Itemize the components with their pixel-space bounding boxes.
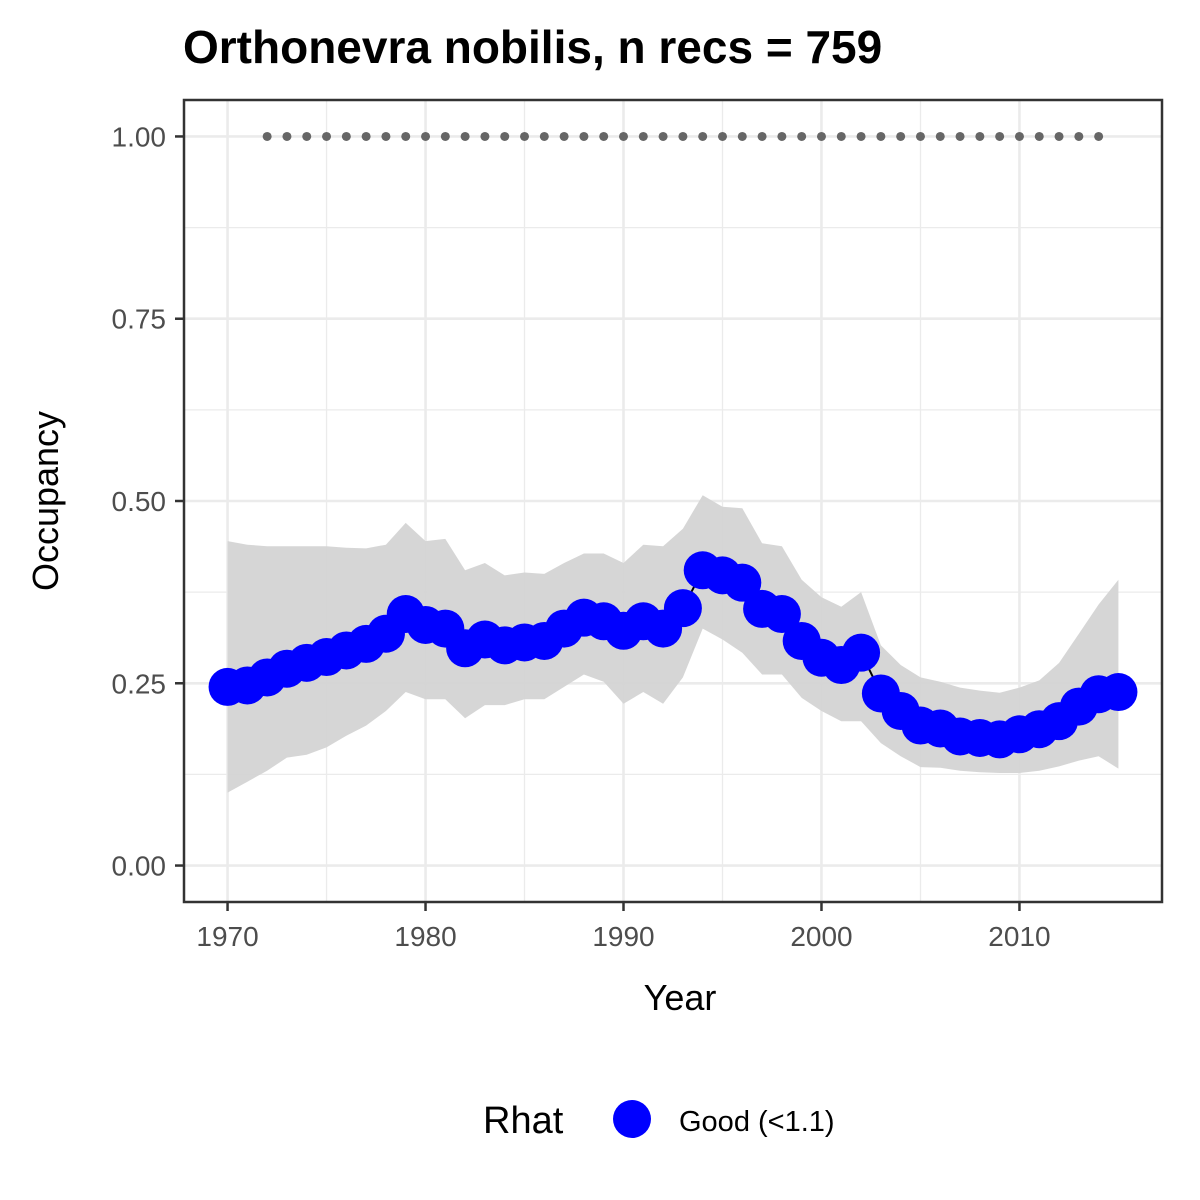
record-dot <box>836 131 846 141</box>
record-dot <box>856 131 866 141</box>
y-tick-label: 0.25 <box>112 668 167 699</box>
record-dot <box>876 131 886 141</box>
gridlines <box>184 100 1162 902</box>
y-axis: 0.00 0.25 0.50 0.75 1.00 <box>112 121 184 882</box>
record-dot <box>1014 131 1024 141</box>
y-axis-title: Occupancy <box>25 411 66 591</box>
x-tick-label: 2000 <box>790 921 852 952</box>
record-dot <box>440 131 450 141</box>
record-dot <box>1034 131 1044 141</box>
record-dot <box>698 131 708 141</box>
record-dot <box>619 131 629 141</box>
x-axis-title: Year <box>644 977 717 1018</box>
record-dot <box>262 131 272 141</box>
record-dot <box>539 131 549 141</box>
record-dot <box>896 131 906 141</box>
record-dot <box>717 131 727 141</box>
record-dot <box>599 131 609 141</box>
chart-title: Orthonevra nobilis, n recs = 759 <box>183 21 882 73</box>
x-tick-label: 1970 <box>196 921 258 952</box>
record-dot <box>975 131 985 141</box>
occupancy-point <box>842 633 881 672</box>
record-dot <box>401 131 411 141</box>
record-dot <box>777 131 787 141</box>
record-dot <box>421 131 431 141</box>
record-dot <box>935 131 945 141</box>
record-dot <box>757 131 767 141</box>
legend: Rhat Good (<1.1) <box>483 1100 835 1142</box>
record-dot <box>995 131 1005 141</box>
record-dot <box>460 131 470 141</box>
record-dots-layer <box>262 131 1104 141</box>
record-dot <box>915 131 925 141</box>
record-dot <box>559 131 569 141</box>
record-dot <box>282 131 292 141</box>
record-dot <box>797 131 807 141</box>
record-dot <box>1074 131 1084 141</box>
occupancy-point <box>762 595 801 634</box>
x-tick-label: 2010 <box>988 921 1050 952</box>
record-dot <box>1094 131 1104 141</box>
record-dot <box>520 131 530 141</box>
record-dot <box>322 131 332 141</box>
record-dot <box>816 131 826 141</box>
legend-key-good <box>613 1100 651 1138</box>
record-dot <box>638 131 648 141</box>
record-dot <box>1054 131 1064 141</box>
record-dot <box>381 131 391 141</box>
record-dot <box>341 131 351 141</box>
record-dot <box>500 131 510 141</box>
legend-title: Rhat <box>483 1100 564 1142</box>
x-tick-label: 1980 <box>394 921 456 952</box>
record-dot <box>658 131 668 141</box>
x-tick-label: 1990 <box>592 921 654 952</box>
occupancy-point <box>723 563 762 602</box>
y-tick-label: 0.00 <box>112 851 167 882</box>
occupancy-point <box>1099 673 1138 712</box>
y-tick-label: 0.75 <box>112 304 167 335</box>
legend-label-good: Good (<1.1) <box>679 1106 835 1138</box>
record-dot <box>737 131 747 141</box>
record-dot <box>361 131 371 141</box>
occupancy-point <box>663 589 702 628</box>
x-axis: 1970 1980 1990 2000 2010 <box>196 902 1051 952</box>
record-dot <box>302 131 312 141</box>
y-tick-label: 1.00 <box>112 121 167 152</box>
record-dot <box>955 131 965 141</box>
y-tick-label: 0.50 <box>112 486 167 517</box>
record-dot <box>678 131 688 141</box>
occupancy-points-layer <box>208 551 1138 759</box>
record-dot <box>480 131 490 141</box>
record-dot <box>579 131 589 141</box>
